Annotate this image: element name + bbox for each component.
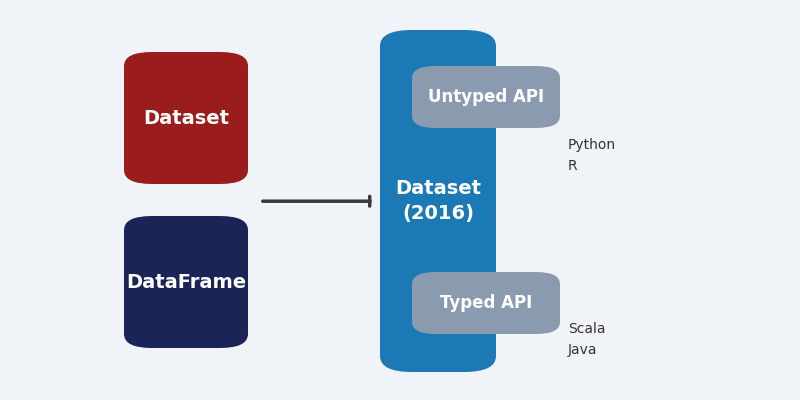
Text: DataFrame: DataFrame xyxy=(126,272,246,292)
FancyBboxPatch shape xyxy=(412,66,560,128)
FancyBboxPatch shape xyxy=(124,52,248,184)
Text: Typed API: Typed API xyxy=(440,294,532,312)
Text: Untyped API: Untyped API xyxy=(428,88,544,106)
FancyBboxPatch shape xyxy=(124,216,248,348)
Text: Dataset: Dataset xyxy=(143,108,229,128)
FancyBboxPatch shape xyxy=(412,272,560,334)
Text: Python
R: Python R xyxy=(568,138,616,173)
Text: Dataset
(2016): Dataset (2016) xyxy=(395,179,481,223)
Text: Scala
Java: Scala Java xyxy=(568,322,606,357)
FancyBboxPatch shape xyxy=(380,30,496,372)
